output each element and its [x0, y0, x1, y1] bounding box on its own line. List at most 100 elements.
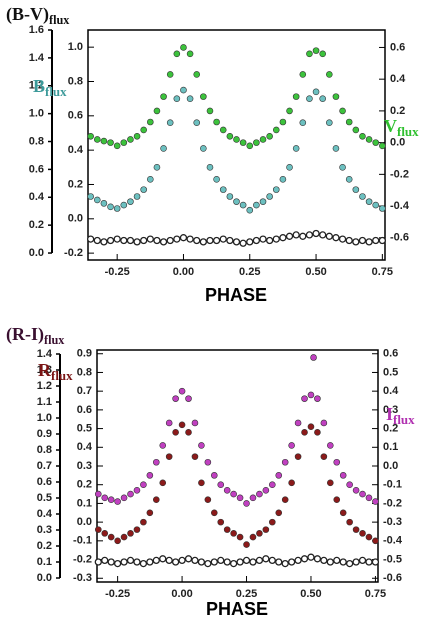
data-point: [191, 419, 199, 427]
data-point: [262, 526, 270, 533]
data-point: [179, 234, 188, 242]
data-point: [307, 391, 315, 399]
y3-axis-label-sub: flux: [44, 333, 65, 347]
data-point: [365, 533, 373, 541]
data-point: [197, 558, 206, 566]
y3-tick-label: 0.3: [37, 524, 52, 536]
data-point: [345, 559, 354, 568]
data-point: [265, 236, 274, 245]
data-point: [314, 429, 321, 436]
data-point: [140, 236, 148, 245]
data-point: [101, 530, 109, 537]
data-point: [285, 232, 294, 240]
y3-tick-label: 1.0: [29, 108, 44, 120]
data-point: [272, 235, 280, 243]
data-point: [107, 533, 115, 541]
data-point: [165, 419, 173, 427]
data-point: [239, 239, 247, 247]
data-point: [191, 556, 199, 565]
data-point: [159, 238, 168, 246]
data-point: [281, 496, 289, 503]
y-tick-label: 1.0: [68, 41, 83, 53]
y3-axis-label-main: (R-I): [6, 324, 44, 345]
y-tick-label: -0.1: [73, 535, 92, 547]
data-point: [100, 238, 108, 246]
y2-axis-label-sub: flux: [393, 412, 415, 427]
data-point: [94, 490, 102, 498]
data-point: [299, 71, 307, 78]
y2-axis-label-main: V: [384, 116, 397, 136]
data-point: [171, 558, 180, 566]
data-point: [113, 142, 121, 150]
data-point: [217, 481, 225, 489]
x-axis-label: PHASE: [205, 285, 267, 305]
data-point: [229, 559, 238, 568]
y-tick-label: 0.8: [68, 75, 83, 87]
y3-axis-label: (R-I)flux: [6, 324, 65, 347]
data-point: [140, 518, 147, 526]
data-point: [352, 126, 360, 134]
data-point: [319, 95, 326, 102]
data-point: [320, 453, 328, 460]
data-point: [153, 107, 161, 115]
data-point: [180, 86, 187, 94]
y-tick-label: 0.6: [77, 404, 92, 416]
data-point: [279, 118, 287, 126]
y3-tick-label: 1.2: [29, 80, 44, 92]
data-point: [319, 50, 326, 58]
data-point: [275, 472, 283, 479]
y2-tick-label: 0.6: [390, 41, 405, 53]
data-point: [301, 395, 308, 402]
data-point: [292, 231, 300, 239]
data-point: [345, 118, 353, 126]
data-point: [352, 186, 360, 193]
y3-axis-label-main: (B-V): [6, 4, 49, 25]
data-point: [365, 558, 373, 566]
data-point: [294, 453, 302, 460]
y-tick-label: 0.9: [77, 348, 92, 360]
data-point: [288, 442, 295, 449]
y-tick-label: 0.7: [77, 385, 92, 397]
y-tick-label: 0.5: [77, 422, 92, 434]
data-point: [371, 558, 380, 566]
data-point: [252, 236, 261, 245]
y2-tick-label: -0.4: [390, 200, 410, 212]
data-point: [272, 126, 280, 134]
data-point: [146, 235, 154, 243]
data-point: [200, 145, 207, 152]
x-tick-label: 0.00: [171, 588, 192, 600]
y3-tick-label: 0.2: [37, 540, 52, 552]
data-point: [94, 526, 102, 533]
data-point: [319, 231, 327, 239]
data-point: [262, 555, 270, 563]
data-point: [210, 509, 218, 517]
data-point: [166, 71, 174, 78]
y-tick-label: 0.2: [68, 178, 83, 190]
y3-axis-label-sub: flux: [49, 13, 70, 27]
data-point: [223, 487, 231, 494]
data-point: [146, 558, 154, 566]
data-point: [213, 118, 220, 126]
y3-tick-label: 0.0: [37, 572, 52, 584]
data-point: [223, 558, 231, 566]
data-point: [107, 203, 114, 211]
y3-tick-label: 1.3: [37, 364, 52, 376]
y2-tick-label: 0.5: [383, 366, 398, 378]
y-axis-label-sub: flux: [51, 368, 73, 383]
y-tick-label: 0.1: [77, 497, 92, 509]
data-point: [332, 93, 340, 100]
data-point: [210, 472, 218, 479]
data-point: [358, 556, 367, 565]
y3-tick-label: 1.6: [29, 24, 44, 36]
data-point: [286, 107, 293, 115]
data-point: [127, 136, 134, 143]
data-point: [345, 236, 353, 245]
data-point: [312, 229, 320, 238]
data-point: [233, 198, 240, 205]
data-point: [294, 556, 302, 565]
data-point: [127, 530, 134, 537]
data-point: [213, 176, 220, 183]
data-point: [120, 558, 128, 566]
data-point: [159, 555, 167, 563]
data-point: [242, 556, 251, 565]
